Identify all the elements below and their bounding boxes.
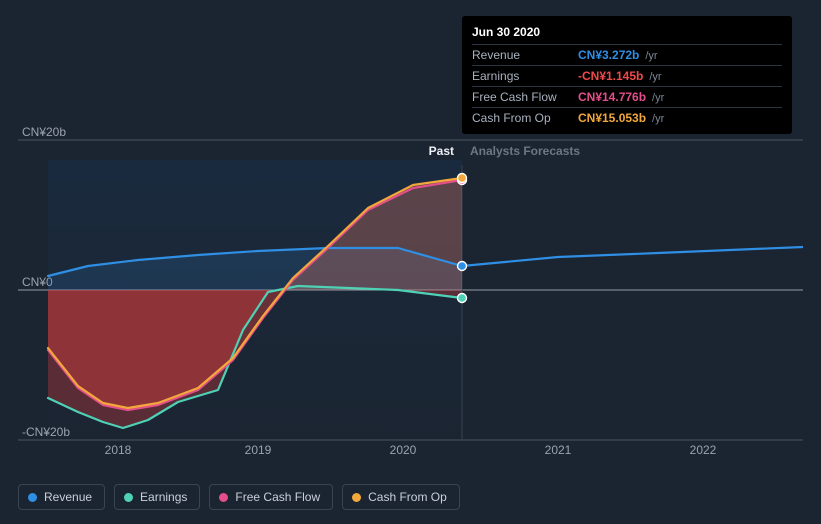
tooltip-label: Earnings <box>472 69 572 83</box>
series-end-marker <box>458 294 467 303</box>
tooltip-value: -CN¥1.145b <box>578 69 643 83</box>
legend-label: Earnings <box>140 490 187 504</box>
tooltip-label: Revenue <box>472 48 572 62</box>
past-label: Past <box>429 144 454 158</box>
yaxis-label: CN¥20b <box>22 125 66 139</box>
xaxis-label: 2020 <box>390 443 417 457</box>
legend-item[interactable]: Cash From Op <box>342 484 460 510</box>
series-forecast-line <box>462 247 803 266</box>
legend-dot-icon <box>28 493 37 502</box>
tooltip-label: Cash From Op <box>472 111 572 125</box>
tooltip-unit: /yr <box>652 92 664 104</box>
forecast-label: Analysts Forecasts <box>470 144 580 158</box>
legend-item[interactable]: Earnings <box>114 484 200 510</box>
tooltip-row: Revenue CN¥3.272b/yr <box>472 44 782 65</box>
tooltip-unit: /yr <box>645 50 657 62</box>
tooltip-panel: Jun 30 2020 Revenue CN¥3.272b/yr Earnings-… <box>462 16 792 134</box>
tooltip-unit: /yr <box>652 113 664 125</box>
tooltip-row: Free Cash Flow CN¥14.776b/yr <box>472 86 782 107</box>
tooltip-value: CN¥15.053b <box>578 111 646 125</box>
tooltip-value: CN¥3.272b <box>578 48 639 62</box>
tooltip-unit: /yr <box>649 71 661 83</box>
series-end-marker <box>458 174 467 183</box>
legend-item[interactable]: Revenue <box>18 484 105 510</box>
legend-item[interactable]: Free Cash Flow <box>209 484 333 510</box>
yaxis-label: -CN¥20b <box>22 425 70 439</box>
chart-container: CN¥20bCN¥0-CN¥20bPastAnalysts Forecasts2… <box>18 10 803 470</box>
tooltip-label: Free Cash Flow <box>472 90 572 104</box>
tooltip-row: Earnings -CN¥1.145b/yr <box>472 65 782 86</box>
legend-label: Free Cash Flow <box>235 490 320 504</box>
xaxis-label: 2019 <box>245 443 272 457</box>
xaxis-label: 2021 <box>545 443 572 457</box>
xaxis-label: 2022 <box>690 443 717 457</box>
tooltip-title: Jun 30 2020 <box>472 22 782 44</box>
legend-dot-icon <box>219 493 228 502</box>
tooltip-value: CN¥14.776b <box>578 90 646 104</box>
series-end-marker <box>458 262 467 271</box>
legend-label: Cash From Op <box>368 490 447 504</box>
legend-label: Revenue <box>44 490 92 504</box>
legend-dot-icon <box>352 493 361 502</box>
tooltip-row: Cash From Op CN¥15.053b/yr <box>472 107 782 128</box>
xaxis-label: 2018 <box>105 443 132 457</box>
legend: Revenue Earnings Free Cash Flow Cash From O… <box>18 484 460 510</box>
legend-dot-icon <box>124 493 133 502</box>
